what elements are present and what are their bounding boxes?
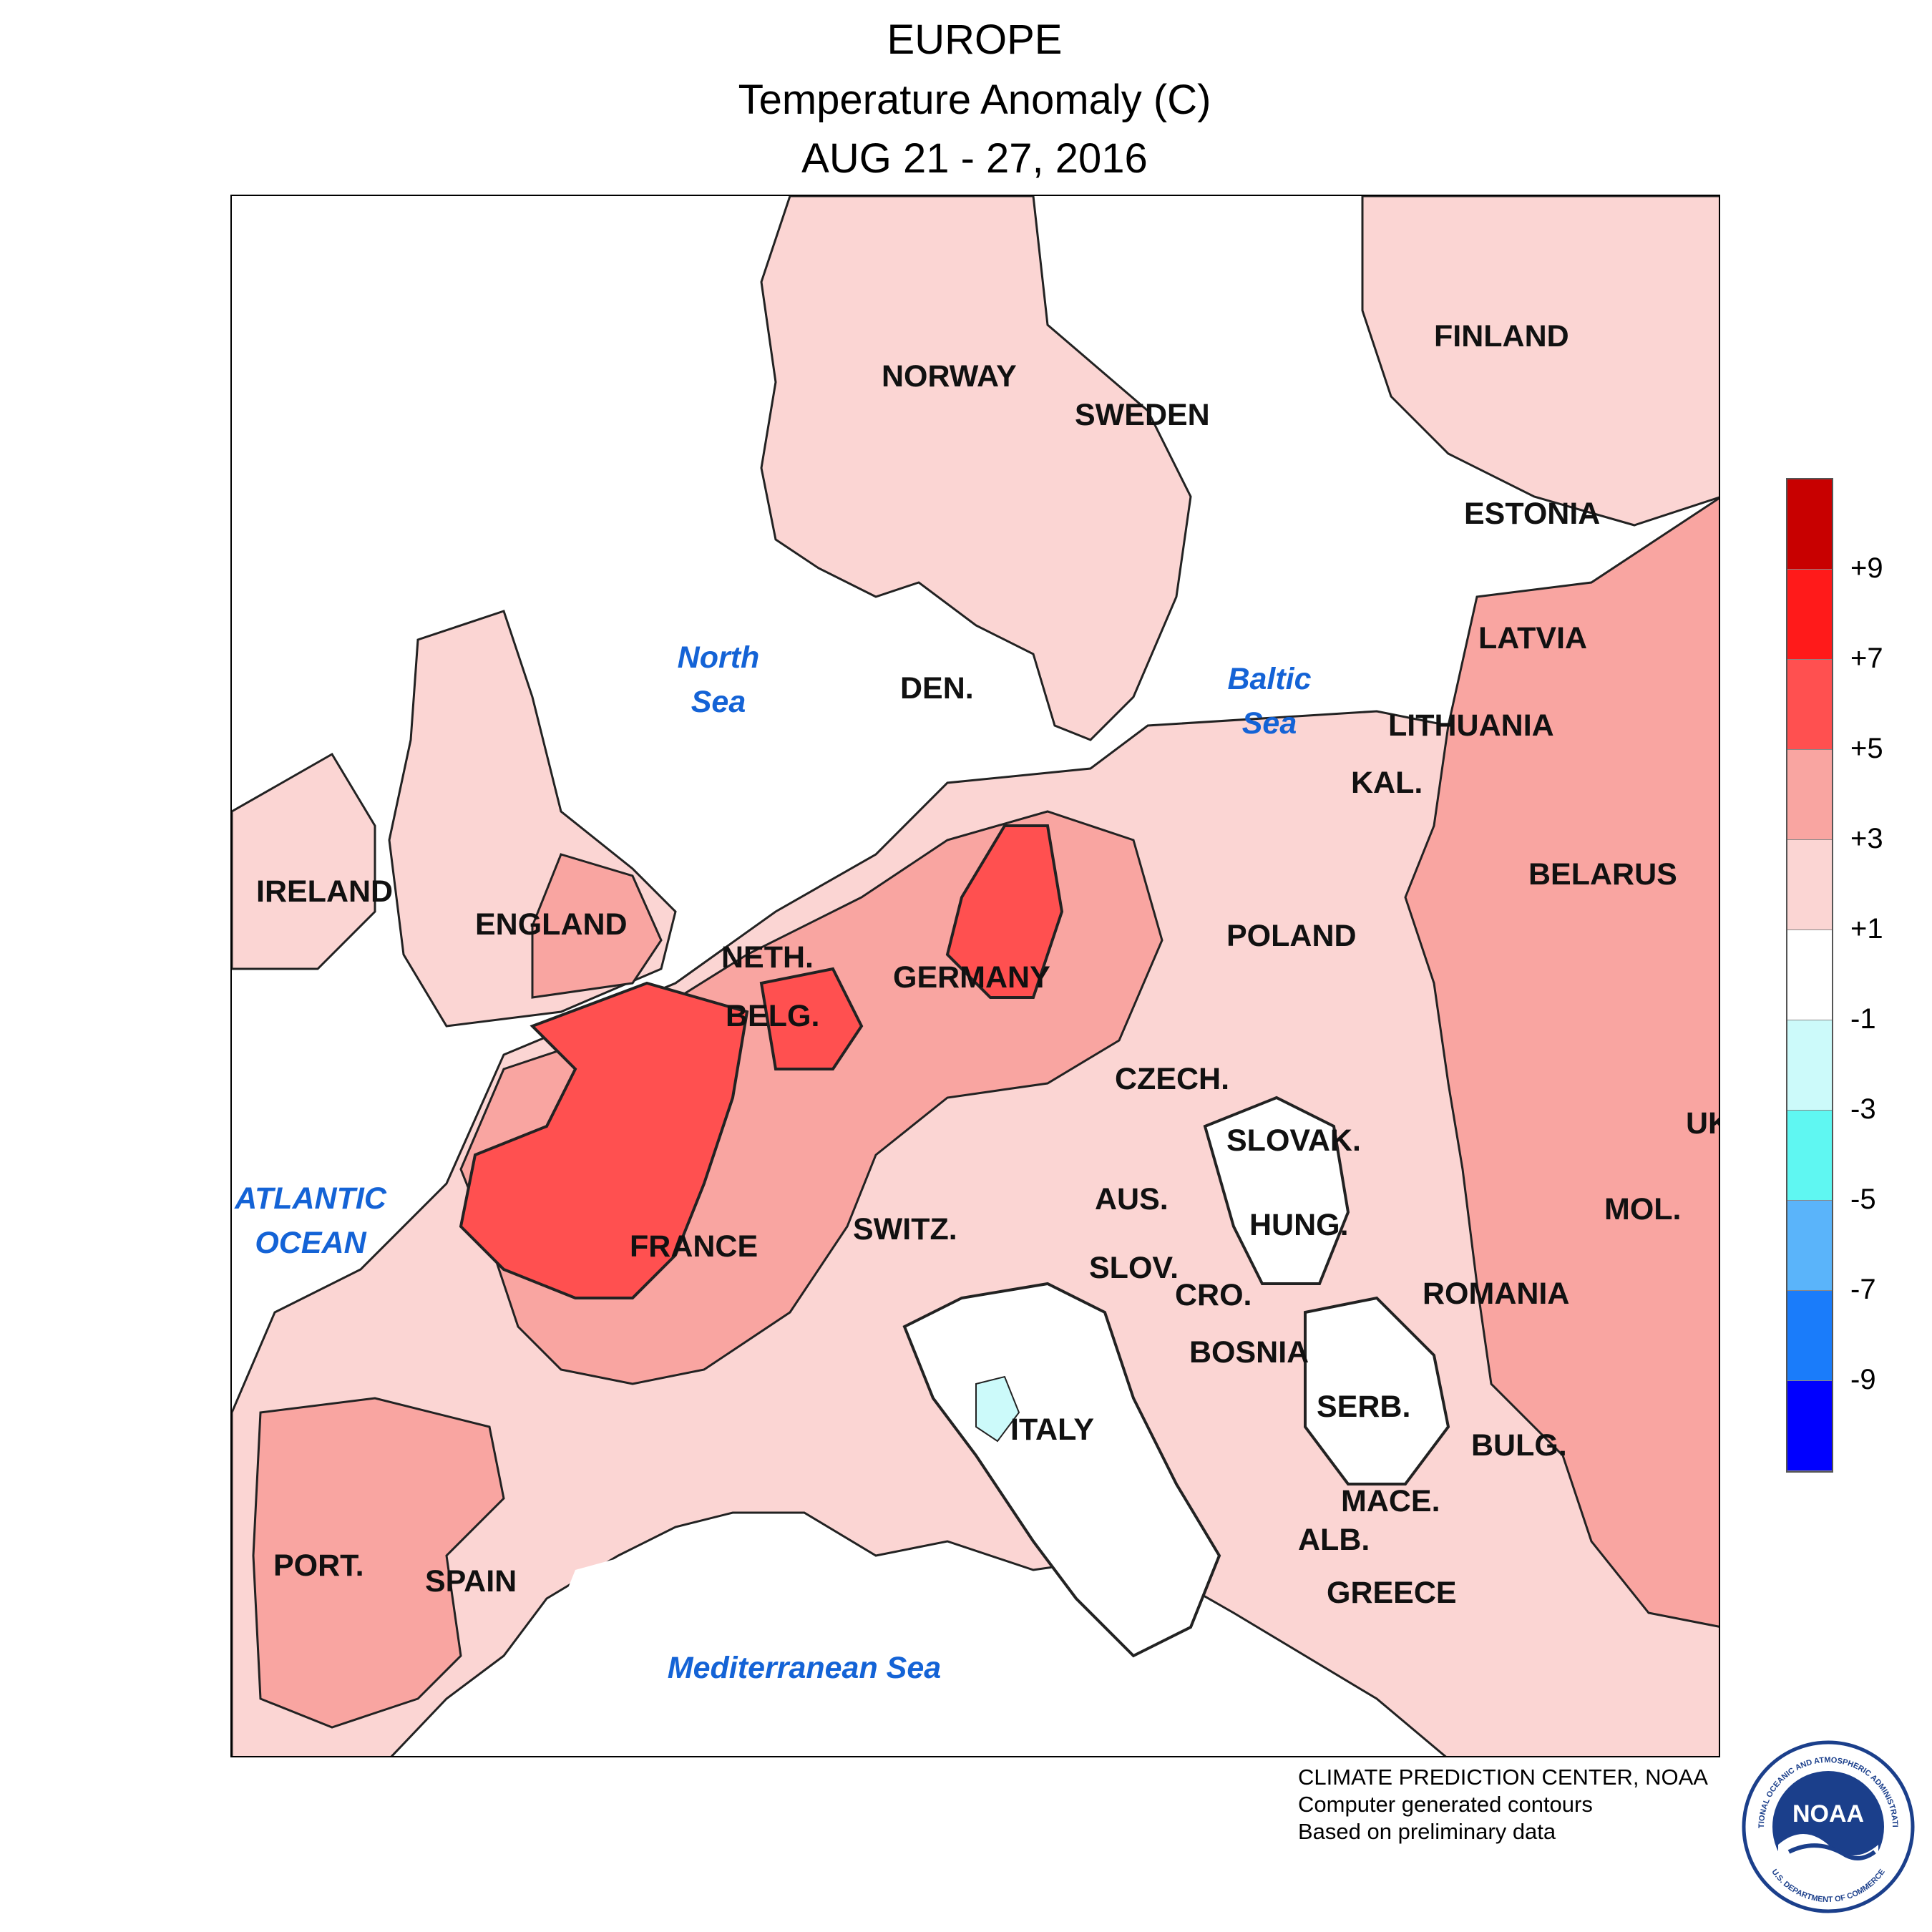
color-legend: [1786, 478, 1833, 1473]
legend-swatch: [1787, 1020, 1832, 1111]
legend-label: +3: [1850, 823, 1883, 854]
label-poland: POLAND: [1226, 919, 1357, 953]
label-finland: FINLAND: [1434, 319, 1569, 353]
legend-swatch: [1787, 930, 1832, 1020]
legend-swatch: [1787, 840, 1832, 930]
label-serb: SERB.: [1317, 1390, 1411, 1424]
credit-line-3: Based on preliminary data: [1298, 1819, 1556, 1844]
region-iberia-warm: [252, 1397, 505, 1729]
label-france: FRANCE: [630, 1229, 758, 1264]
label-mol: MOL.: [1604, 1192, 1682, 1226]
label-baltic-sea: Baltic Sea: [1227, 662, 1312, 741]
label-bosnia: BOSNIA: [1189, 1335, 1309, 1370]
region-cool-italy: [975, 1375, 1020, 1443]
label-mace: MACE.: [1341, 1484, 1440, 1518]
legend-swatch: [1787, 479, 1832, 570]
region-ireland: [232, 752, 376, 970]
legend-swatch: [1787, 570, 1832, 660]
logo-center-text: NOAA: [1792, 1800, 1864, 1828]
mediterranean-area: [532, 1527, 1289, 1756]
region-finland: [1361, 196, 1719, 527]
legend-label: -7: [1850, 1274, 1876, 1305]
noaa-logo: NOAA NATIONAL OCEANIC AND ATMOSPHERIC AD…: [1739, 1737, 1915, 1913]
legend-swatch: [1787, 1381, 1832, 1471]
label-sweden: SWEDEN: [1075, 398, 1210, 432]
region-east-warm: [1404, 497, 1719, 1628]
map-variable: Temperature Anomaly (C): [738, 77, 1211, 123]
north-sea-area: [575, 554, 776, 883]
credit-line-2: Computer generated contours: [1298, 1792, 1593, 1817]
region-england-warm: [531, 853, 663, 999]
legend-label: +1: [1850, 913, 1883, 945]
label-neth: NETH.: [721, 940, 814, 975]
label-ireland: IRELAND: [256, 874, 394, 909]
europe-anomaly-map: NORWAY SWEDEN FINLAND ESTONIA LATVIA LIT…: [230, 195, 1720, 1757]
label-alb: ALB.: [1298, 1523, 1370, 1557]
label-england: ENGLAND: [475, 907, 628, 942]
label-bulg: BULG.: [1471, 1428, 1567, 1463]
label-hung: HUNG.: [1249, 1208, 1349, 1242]
label-italy: ITALY: [1010, 1413, 1095, 1447]
legend-label: -9: [1850, 1364, 1876, 1395]
region-belgium-hot: [759, 967, 864, 1070]
credit-line-1: CLIMATE PREDICTION CENTER, NOAA: [1298, 1765, 1708, 1790]
label-estonia: ESTONIA: [1464, 497, 1601, 531]
legend-label: +7: [1850, 643, 1883, 674]
map-period: AUG 21 - 27, 2016: [801, 135, 1148, 182]
map-shading: [232, 196, 1719, 1756]
legend-label: +9: [1850, 552, 1883, 584]
region-italy-normal: [902, 1282, 1221, 1658]
label-spain: SPAIN: [425, 1564, 517, 1599]
legend-label: -5: [1850, 1184, 1876, 1215]
region-hungary-normal: [1203, 1096, 1350, 1285]
region-scandinavia: [760, 196, 1192, 741]
legend-swatch: [1787, 1201, 1832, 1291]
label-kal: KAL.: [1351, 766, 1423, 800]
label-czech: CZECH.: [1115, 1062, 1230, 1096]
map-title: EUROPE: [887, 16, 1063, 63]
label-north-sea: North Sea: [677, 640, 760, 719]
label-belarus: BELARUS: [1528, 857, 1677, 892]
label-slov: SLOV.: [1089, 1251, 1179, 1285]
label-latvia: LATVIA: [1478, 621, 1588, 655]
label-norway: NORWAY: [882, 359, 1017, 394]
label-greece: GREECE: [1327, 1576, 1457, 1610]
label-belg: BELG.: [726, 999, 820, 1033]
legend-swatch: [1787, 750, 1832, 840]
label-den: DEN.: [900, 671, 974, 706]
region-germany-hot: [945, 824, 1064, 999]
label-slovak: SLOVAK.: [1226, 1123, 1361, 1158]
legend-swatch: [1787, 1111, 1832, 1201]
region-serbia-normal: [1304, 1296, 1450, 1485]
legend-swatch: [1787, 660, 1832, 750]
label-cro: CRO.: [1175, 1278, 1252, 1312]
label-romania: ROMANIA: [1423, 1277, 1570, 1311]
legend-label: +5: [1850, 733, 1883, 764]
legend-label: -1: [1850, 1003, 1876, 1035]
label-aus: AUS.: [1095, 1182, 1169, 1216]
label-uk: UK: [1686, 1106, 1719, 1141]
region-france-hot: [459, 981, 749, 1299]
label-port: PORT.: [273, 1548, 364, 1583]
label-germany: GERMANY: [893, 960, 1050, 995]
label-mediterranean-sea: Mediterranean Sea: [667, 1651, 942, 1685]
legend-label: -3: [1850, 1093, 1876, 1125]
label-lithuania: LITHUANIA: [1388, 708, 1554, 743]
region-continent: [232, 710, 1719, 1756]
label-switz: SWITZ.: [853, 1212, 957, 1246]
legend-swatch: [1787, 1291, 1832, 1381]
label-atlantic-ocean: ATLANTIC OCEAN: [235, 1181, 386, 1260]
